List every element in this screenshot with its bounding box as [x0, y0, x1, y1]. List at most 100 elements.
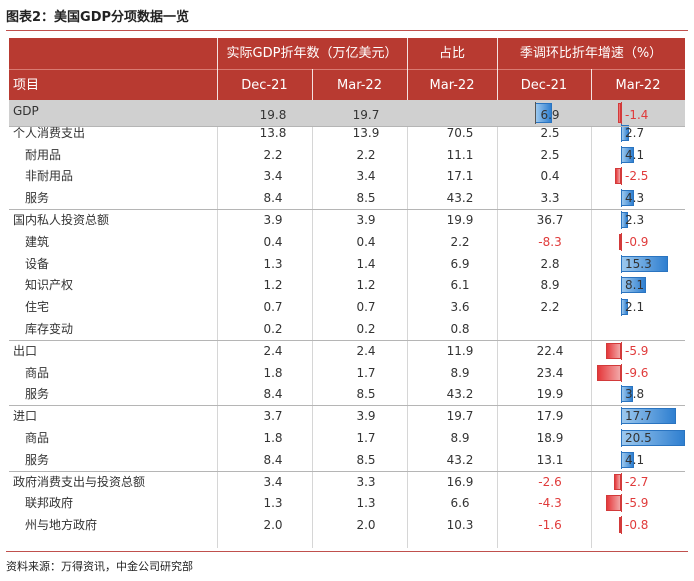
column-separator — [591, 100, 592, 548]
share-value: 2.2 — [450, 234, 470, 249]
header-growth-dec21: Dec-21 — [520, 78, 568, 93]
real-gdp-dec21-value: 3.7 — [263, 409, 283, 424]
growth-mar22-databar — [618, 233, 621, 250]
share-value: 19.9 — [446, 213, 474, 227]
chart-title: 图表2：美国GDP分项数据一览 — [6, 10, 190, 25]
share-value: 6.6 — [450, 496, 470, 511]
real-gdp-mar22-value: 2.0 — [356, 518, 376, 533]
table-row: 商品 1.8 1.7 8.9 18.9 20.5 — [9, 427, 685, 449]
databar-axis — [621, 341, 622, 360]
growth-mar22-value: -0.8 — [625, 518, 649, 533]
group-divider — [9, 209, 685, 210]
column-separator — [312, 100, 313, 548]
table-row: 服务 8.4 8.5 43.2 3.3 4.3 — [9, 187, 685, 209]
databar-axis — [621, 494, 622, 513]
row-label: 联邦政府 — [25, 496, 74, 511]
growth-mar22-value: 4.1 — [625, 452, 645, 467]
real-gdp-dec21-value: 8.4 — [263, 387, 283, 402]
share-value: 70.5 — [446, 125, 474, 140]
real-gdp-mar22-value: 0.4 — [356, 234, 376, 249]
growth-dec21-value: 3.3 — [540, 191, 560, 206]
databar-axis — [621, 145, 622, 164]
table-row: 服务 8.4 8.5 43.2 19.9 3.8 — [9, 383, 685, 405]
databar-axis — [621, 429, 622, 447]
growth-dec21-value: 6.9 — [540, 108, 560, 122]
databar-axis — [621, 167, 622, 186]
header-share: 占比 — [438, 46, 465, 61]
growth-dec21-value: 2.8 — [540, 256, 560, 271]
growth-mar22-value: 4.1 — [625, 147, 645, 162]
header-growth: 季调环比折年增速（%） — [519, 46, 663, 61]
share-value: 6.1 — [450, 278, 470, 293]
growth-mar22-value: 3.8 — [625, 387, 645, 402]
growth-dec21-value: -1.6 — [538, 518, 562, 533]
header-separator — [217, 38, 218, 100]
real-gdp-mar22-value: 1.2 — [356, 278, 376, 293]
share-value: 11.9 — [446, 343, 474, 358]
group-divider — [9, 470, 685, 472]
row-label: 住宅 — [25, 300, 50, 315]
header-row-1: 实际GDP折年数（万亿美元） 占比 季调环比折年增速（%） — [9, 38, 685, 69]
databar-axis — [535, 102, 536, 124]
growth-dec21-value: 0.4 — [540, 169, 560, 184]
real-gdp-dec21-value: 2.2 — [263, 147, 283, 162]
table-row: 住宅 0.7 0.7 3.6 2.2 2.1 — [9, 296, 685, 318]
column-separator — [217, 100, 218, 548]
row-label: GDP — [13, 104, 39, 118]
growth-dec21-value: 2.5 — [540, 125, 560, 140]
databar-axis — [621, 385, 622, 404]
databar-axis — [621, 298, 622, 317]
real-gdp-mar22-value: 13.9 — [352, 125, 380, 140]
table-row: 政府消费支出与投资总额 3.4 3.3 16.9 -2.6 -2.7 — [9, 471, 685, 493]
real-gdp-dec21-value: 1.8 — [263, 431, 283, 445]
growth-mar22-value: 17.7 — [625, 409, 652, 424]
databar-axis — [621, 189, 622, 208]
table-row: 个人消费支出 13.8 13.9 70.5 2.5 2.7 — [9, 122, 685, 144]
growth-mar22-databar — [614, 168, 621, 185]
databar-axis — [621, 516, 622, 535]
column-separator — [407, 100, 408, 548]
table-row: 非耐用品 3.4 3.4 17.1 0.4 -2.5 — [9, 165, 685, 187]
table-row: 出口 2.4 2.4 11.9 22.4 -5.9 — [9, 340, 685, 362]
header-row-2: 项目 Dec-21 Mar-22 Mar-22 Dec-21 Mar-22 — [9, 69, 685, 100]
row-label: 建筑 — [25, 234, 50, 249]
databar-axis — [621, 102, 622, 124]
real-gdp-mar22-value: 8.5 — [356, 387, 376, 402]
growth-mar22-value: -2.5 — [625, 169, 649, 184]
growth-dec21-value: 13.1 — [536, 452, 564, 467]
header-growth-mar22: Mar-22 — [615, 78, 661, 93]
real-gdp-mar22-value: 1.7 — [356, 365, 376, 380]
growth-dec21-value: 36.7 — [536, 213, 564, 227]
real-gdp-dec21-value: 3.4 — [263, 474, 283, 489]
real-gdp-dec21-value: 0.4 — [263, 234, 283, 249]
header-item: 项目 — [13, 78, 40, 93]
real-gdp-mar22-value: 19.7 — [352, 108, 380, 122]
table-row-gdp: GDP 19.8 19.7 6.9 -1.4 — [9, 100, 685, 126]
header-separator — [591, 69, 592, 100]
real-gdp-dec21-value: 13.8 — [259, 125, 287, 140]
group-divider — [9, 405, 685, 407]
real-gdp-mar22-value: 8.5 — [356, 452, 376, 467]
real-gdp-mar22-value: 0.7 — [356, 300, 376, 315]
row-label: 非耐用品 — [25, 169, 74, 184]
real-gdp-dec21-value: 2.4 — [263, 343, 283, 358]
share-value: 6.9 — [450, 256, 470, 271]
growth-dec21-value: -2.6 — [538, 474, 562, 489]
row-label: 商品 — [25, 365, 50, 380]
growth-dec21-value: -4.3 — [538, 496, 562, 511]
databar-axis — [621, 363, 622, 382]
table-row: 耐用品 2.2 2.2 11.1 2.5 4.1 — [9, 144, 685, 166]
growth-mar22-value: 15.3 — [625, 256, 652, 271]
real-gdp-dec21-value: 1.3 — [263, 256, 283, 271]
growth-mar22-value: 2.1 — [625, 300, 645, 315]
growth-mar22-value: -2.7 — [625, 474, 649, 489]
databar-axis — [621, 254, 622, 273]
growth-dec21-value: 17.9 — [536, 409, 564, 424]
share-value: 43.2 — [446, 387, 474, 402]
real-gdp-mar22-value: 3.9 — [356, 213, 376, 227]
growth-dec21-value: 19.9 — [536, 387, 564, 402]
row-label: 知识产权 — [25, 278, 74, 293]
row-label: 服务 — [25, 387, 50, 402]
real-gdp-dec21-value: 1.8 — [263, 365, 283, 380]
growth-mar22-value: 8.1 — [625, 278, 645, 293]
